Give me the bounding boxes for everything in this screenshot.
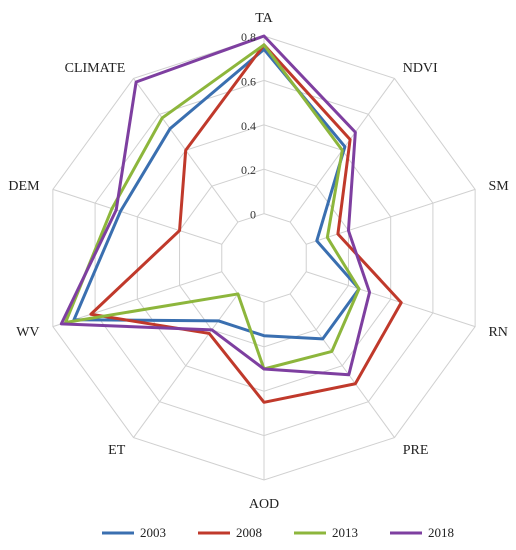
series-line-2003	[72, 47, 361, 341]
series-line-2008	[89, 43, 403, 404]
radial-tick-labels: 0 0.2 0.4 0.6 0.8	[241, 30, 256, 222]
category-label-dem: DEM	[8, 179, 40, 194]
tick-label: 0.2	[241, 163, 256, 177]
grid-spoke	[52, 188, 222, 245]
grid-spoke	[52, 271, 222, 328]
grid-spoke	[306, 271, 476, 328]
legend-label-2018: 2018	[428, 525, 454, 540]
series-line-2018	[59, 34, 372, 377]
category-label-et: ET	[108, 443, 126, 458]
legend-label-2013: 2013	[332, 525, 358, 540]
tick-label: 0	[250, 208, 256, 222]
radar-series	[59, 34, 403, 404]
tick-label: 0.4	[241, 119, 256, 133]
category-label-pre: PRE	[403, 443, 429, 458]
grid-spoke	[289, 293, 395, 438]
grid-spoke	[133, 293, 239, 438]
category-label-rn: RN	[488, 325, 507, 340]
category-label-aod: AOD	[249, 497, 279, 512]
grid-ring	[221, 213, 307, 303]
category-label-climate: CLIMATE	[65, 61, 126, 76]
grid-spoke	[306, 188, 476, 245]
category-label-ndvi: NDVI	[403, 61, 438, 76]
category-labels: TA NDVI SM RN PRE AOD ET WV DEM CLIMATE	[8, 11, 509, 512]
tick-label: 0.8	[241, 30, 256, 44]
tick-label: 0.6	[241, 74, 256, 88]
category-label-ta: TA	[255, 11, 273, 26]
category-label-sm: SM	[488, 179, 509, 194]
category-label-wv: WV	[16, 325, 39, 340]
legend-label-2003: 2003	[140, 525, 166, 540]
legend: 2003 2008 2013 2018	[102, 525, 454, 540]
radar-grid	[52, 35, 476, 481]
legend-label-2008: 2008	[236, 525, 262, 540]
